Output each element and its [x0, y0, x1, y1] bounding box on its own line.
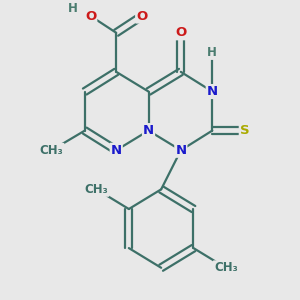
Text: N: N	[175, 144, 186, 157]
Text: N: N	[207, 85, 218, 98]
Text: O: O	[85, 10, 96, 22]
Text: O: O	[136, 10, 147, 22]
Text: O: O	[175, 26, 187, 39]
Text: CH₃: CH₃	[40, 144, 64, 157]
Text: N: N	[143, 124, 154, 137]
Text: S: S	[240, 124, 249, 137]
Text: H: H	[207, 46, 217, 59]
Text: H: H	[68, 2, 77, 15]
Text: N: N	[111, 144, 122, 157]
Text: CH₃: CH₃	[85, 183, 108, 196]
Text: CH₃: CH₃	[214, 261, 238, 274]
